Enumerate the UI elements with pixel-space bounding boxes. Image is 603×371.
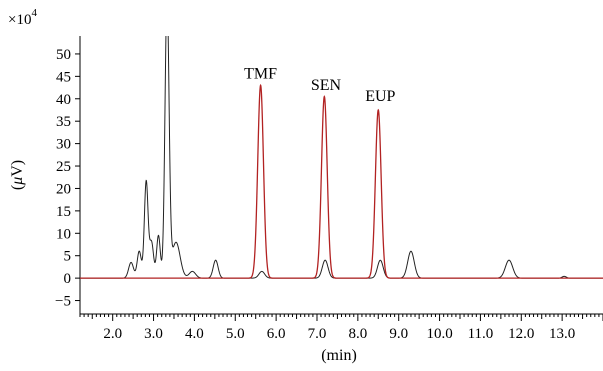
x-tick-label: 13.0 xyxy=(549,326,575,342)
x-tick-label: 5.0 xyxy=(226,326,245,342)
x-tick-label: 6.0 xyxy=(267,326,286,342)
x-tick-label: 8.0 xyxy=(348,326,367,342)
x-axis-title: (min) xyxy=(321,347,357,364)
y-axis-title: (μV) xyxy=(9,160,26,190)
y-axis-title-suffix: V) xyxy=(9,160,26,177)
series-layer xyxy=(80,36,603,279)
y-axis-title-prefix: ( xyxy=(9,185,26,190)
x-tick-label: 12.0 xyxy=(508,326,534,342)
y-multiplier-exp: 4 xyxy=(31,7,37,19)
peak-label-sen: SEN xyxy=(311,77,342,94)
x-tick-label: 10.0 xyxy=(426,326,452,342)
y-tick-label: 10 xyxy=(56,226,71,242)
y-tick-label: −5 xyxy=(55,294,71,310)
series-line-2 xyxy=(80,83,603,279)
peak-label-eup: EUP xyxy=(365,88,395,105)
y-tick-label: 50 xyxy=(56,47,71,63)
y-tick-label: 25 xyxy=(56,159,71,175)
y-tick-label: 40 xyxy=(56,92,71,108)
x-ticks: 2.0 3.0 4.0 5.0 6.0 7.0 8.0 9.0 10.0 11.0 12.0 13.0 xyxy=(79,314,603,342)
x-tick-label: 4.0 xyxy=(185,326,204,342)
y-axis-title-symbol: μ xyxy=(9,177,26,186)
y-tick-label: 20 xyxy=(56,181,71,197)
y-tick-label: 35 xyxy=(56,114,71,130)
x-tick-label: 7.0 xyxy=(308,326,327,342)
y-multiplier: ×104 xyxy=(8,7,37,28)
x-tick-label: 9.0 xyxy=(389,326,408,342)
x-tick-label: 3.0 xyxy=(144,326,163,342)
y-ticks: −5 0 5 10 15 20 25 30 35 40 45 50 xyxy=(55,47,80,310)
annotation-layer: TMF SEN EUP xyxy=(244,66,395,105)
y-tick-label: 0 xyxy=(64,271,72,287)
y-tick-label: 30 xyxy=(56,137,71,153)
series-line-1 xyxy=(80,36,603,279)
x-tick-label: 2.0 xyxy=(103,326,122,342)
peak-label-tmf: TMF xyxy=(244,66,277,83)
y-tick-label: 5 xyxy=(64,249,72,265)
y-multiplier-base: ×10 xyxy=(8,12,31,28)
y-tick-label: 45 xyxy=(56,69,71,85)
y-tick-label: 15 xyxy=(56,204,71,220)
x-tick-label: 11.0 xyxy=(468,326,494,342)
